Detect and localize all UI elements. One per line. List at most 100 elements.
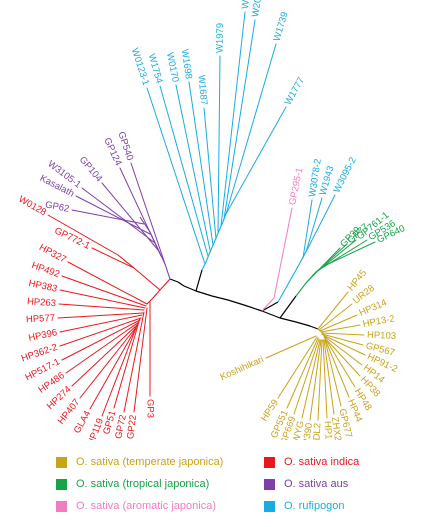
legend-item-arj: O. sativa (aromatic japonica) xyxy=(56,500,216,512)
leaf-branch xyxy=(71,209,145,225)
leaf-branch xyxy=(57,312,144,319)
legend-item-ruf: O. rufipogon xyxy=(264,500,345,512)
leaf-branch xyxy=(203,107,217,240)
leaf-branch xyxy=(286,337,319,409)
taxon-label: ZHX2 xyxy=(329,416,343,440)
taxon-label: HP103 xyxy=(367,330,397,342)
leaf-branch xyxy=(65,321,140,374)
taxon-label: W1687 xyxy=(195,75,209,106)
leaf-branch xyxy=(273,207,293,299)
leaf-branch xyxy=(307,194,336,249)
taxon-label: WYG xyxy=(291,420,307,440)
taxon-label: W1739 xyxy=(272,11,291,43)
backbone-branch xyxy=(279,295,297,319)
leaf-branch xyxy=(130,162,166,265)
leaf-branch xyxy=(59,317,142,347)
leaf-branch xyxy=(175,84,211,251)
taxon-label: W0123-1 xyxy=(129,47,152,87)
taxon-label: HP390 xyxy=(300,422,315,440)
leaf-branch xyxy=(188,81,214,246)
legend-item-aus: O. sativa aus xyxy=(264,478,348,490)
taxon-label: GP3 xyxy=(144,399,155,418)
leaf-branch xyxy=(309,339,322,421)
leaf-branch xyxy=(302,199,313,259)
taxon-label: W0141 xyxy=(240,0,254,10)
phylogenetic-tree: W0123-1W1754W0170W1698W1687W1979W0141W20… xyxy=(17,0,407,440)
taxon-label: DL2 xyxy=(312,423,324,440)
taxon-label: W0170 xyxy=(164,51,181,83)
leaf-branch xyxy=(317,339,323,421)
legend-label: O. rufipogon xyxy=(284,500,345,512)
clade-branch xyxy=(201,213,227,271)
leaf-branch xyxy=(323,241,376,267)
legend-item-ind: O. sativa indica xyxy=(264,456,359,468)
leaf-branch xyxy=(324,339,342,407)
clade-branch xyxy=(261,297,275,312)
legend-swatch xyxy=(56,456,67,468)
legend-label: O. sativa (tropical japonica) xyxy=(76,478,210,490)
legend-item-trj: O. sativa (tropical japonica) xyxy=(56,478,209,490)
leaf-branch xyxy=(277,336,318,399)
leaf-branch xyxy=(324,337,356,388)
leaf-branch xyxy=(320,324,361,333)
taxon-label: HP492 xyxy=(30,260,61,280)
leaf-branch xyxy=(91,247,135,269)
taxon-label: HP577 xyxy=(26,313,56,326)
leaf-branch xyxy=(321,332,365,336)
leaf-branch xyxy=(89,327,137,410)
leaf-branch xyxy=(301,339,321,419)
leaf-branch xyxy=(146,87,206,265)
taxon-label: HP131 xyxy=(322,421,334,440)
leaf-branch xyxy=(323,339,335,415)
leaf-branch xyxy=(119,167,162,257)
leaf-branch xyxy=(322,334,366,356)
leaf-branch xyxy=(223,19,256,220)
leaf-branch xyxy=(71,323,139,387)
clade-branch xyxy=(295,265,325,297)
legend-label: O. sativa indica xyxy=(284,456,360,468)
clade-branch xyxy=(139,216,171,280)
taxon-label: GP62 xyxy=(44,199,70,214)
clade-branch xyxy=(277,247,309,303)
taxon-label: HP263 xyxy=(27,296,57,309)
legend-swatch xyxy=(56,478,67,490)
legend: O. sativa (temperate japonica) O. sativa … xyxy=(0,440,445,527)
taxon-label: W2012 xyxy=(250,0,266,18)
leaf-branch xyxy=(58,303,145,311)
taxon-label: W1698 xyxy=(179,48,194,79)
leaf-branch xyxy=(225,43,277,215)
taxon-label: HP383 xyxy=(27,278,58,295)
clade-branch xyxy=(146,278,171,305)
leaf-branch xyxy=(323,335,363,366)
taxon-label: W0128 xyxy=(17,194,49,218)
legend-swatch xyxy=(56,500,67,512)
leaf-branch xyxy=(321,333,364,346)
leaf-branch xyxy=(47,214,119,256)
legend-swatch xyxy=(264,500,275,512)
leaf-branch xyxy=(75,195,151,235)
leaf-branch xyxy=(217,55,221,234)
taxon-label: GP22 xyxy=(125,414,139,439)
leaf-branch xyxy=(101,327,137,417)
leaf-branch xyxy=(79,325,138,399)
taxon-label: GP72 xyxy=(113,414,129,440)
taxon-label: W3095-2 xyxy=(331,155,358,194)
backbone-branch xyxy=(169,278,179,283)
taxon-label: W1777 xyxy=(283,75,307,107)
leaf-branch xyxy=(324,338,350,398)
legend-swatch xyxy=(264,456,275,468)
leaf-branch xyxy=(323,336,361,377)
backbone-branch xyxy=(261,301,279,312)
leaf-branch xyxy=(318,303,353,331)
leaf-branch xyxy=(311,243,348,277)
leaf-branch xyxy=(319,314,358,332)
leaf-branch xyxy=(59,289,146,309)
leaf-branch xyxy=(67,261,148,305)
backbone-branch xyxy=(195,269,203,292)
leaf-branch xyxy=(113,317,141,409)
taxon-label: Koshihikari xyxy=(219,354,266,383)
leaf-branch xyxy=(123,311,145,413)
leaf-branch xyxy=(317,291,349,330)
leaf-branch xyxy=(220,11,246,227)
clade-branch xyxy=(117,254,161,291)
